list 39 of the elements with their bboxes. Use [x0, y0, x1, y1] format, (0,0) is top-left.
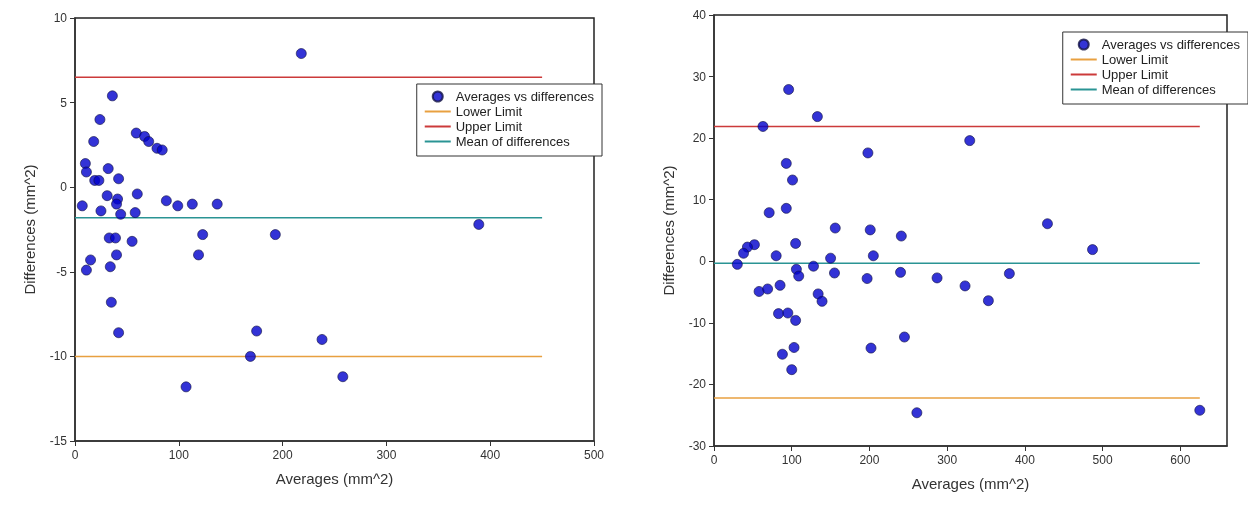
y-tick-label: -10	[49, 349, 68, 364]
legend-label: Lower Limit	[455, 104, 523, 119]
legend-label: Mean of differences	[1101, 82, 1217, 97]
y-tick-label: 20	[692, 131, 707, 146]
y-tick-label: 40	[692, 8, 707, 22]
x-tick-label: 100	[168, 448, 190, 462]
y-tick-label: -30	[688, 439, 707, 453]
x-tick-label: 200	[272, 448, 293, 462]
legend-label: Lower Limit	[1101, 52, 1169, 67]
x-tick-label: 200	[859, 453, 880, 467]
y-axis-title: Differences (mm^2)	[21, 164, 38, 295]
x-tick-label: 300	[376, 448, 397, 462]
legend-label: Upper Limit	[455, 119, 523, 134]
legend-label: Upper Limit	[1101, 67, 1169, 82]
x-tick-label: 0	[710, 453, 718, 467]
y-axis-title: Differences (mm^2)	[660, 165, 677, 296]
x-tick-label: 0	[71, 448, 79, 462]
y-tick-label: 0	[699, 254, 707, 269]
y-tick-label: 0	[60, 180, 68, 195]
legend-label: Mean of differences	[455, 134, 571, 149]
legend-label: Averages vs differences	[455, 89, 595, 104]
x-axis-title: Averages (mm^2)	[911, 475, 1030, 492]
x-tick-label: 400	[1014, 453, 1036, 467]
legend-label: Averages vs differences	[1101, 37, 1241, 52]
x-tick-label: 100	[781, 453, 803, 467]
y-tick-label: 10	[692, 192, 707, 207]
x-tick-label: 300	[937, 453, 958, 467]
x-axis-title: Averages (mm^2)	[275, 470, 394, 487]
x-tick-label: 600	[1170, 453, 1191, 467]
x-tick-label: 400	[480, 448, 501, 462]
x-tick-label: 500	[583, 448, 605, 462]
y-tick-label: 5	[60, 95, 68, 110]
y-tick-label: -10	[688, 315, 707, 330]
y-tick-label: -15	[49, 434, 68, 448]
y-tick-label: -5	[56, 264, 68, 279]
x-tick-label: 500	[1092, 453, 1113, 467]
y-tick-label: 30	[692, 69, 707, 84]
y-tick-label: 10	[53, 11, 68, 25]
y-tick-label: -20	[688, 377, 707, 392]
